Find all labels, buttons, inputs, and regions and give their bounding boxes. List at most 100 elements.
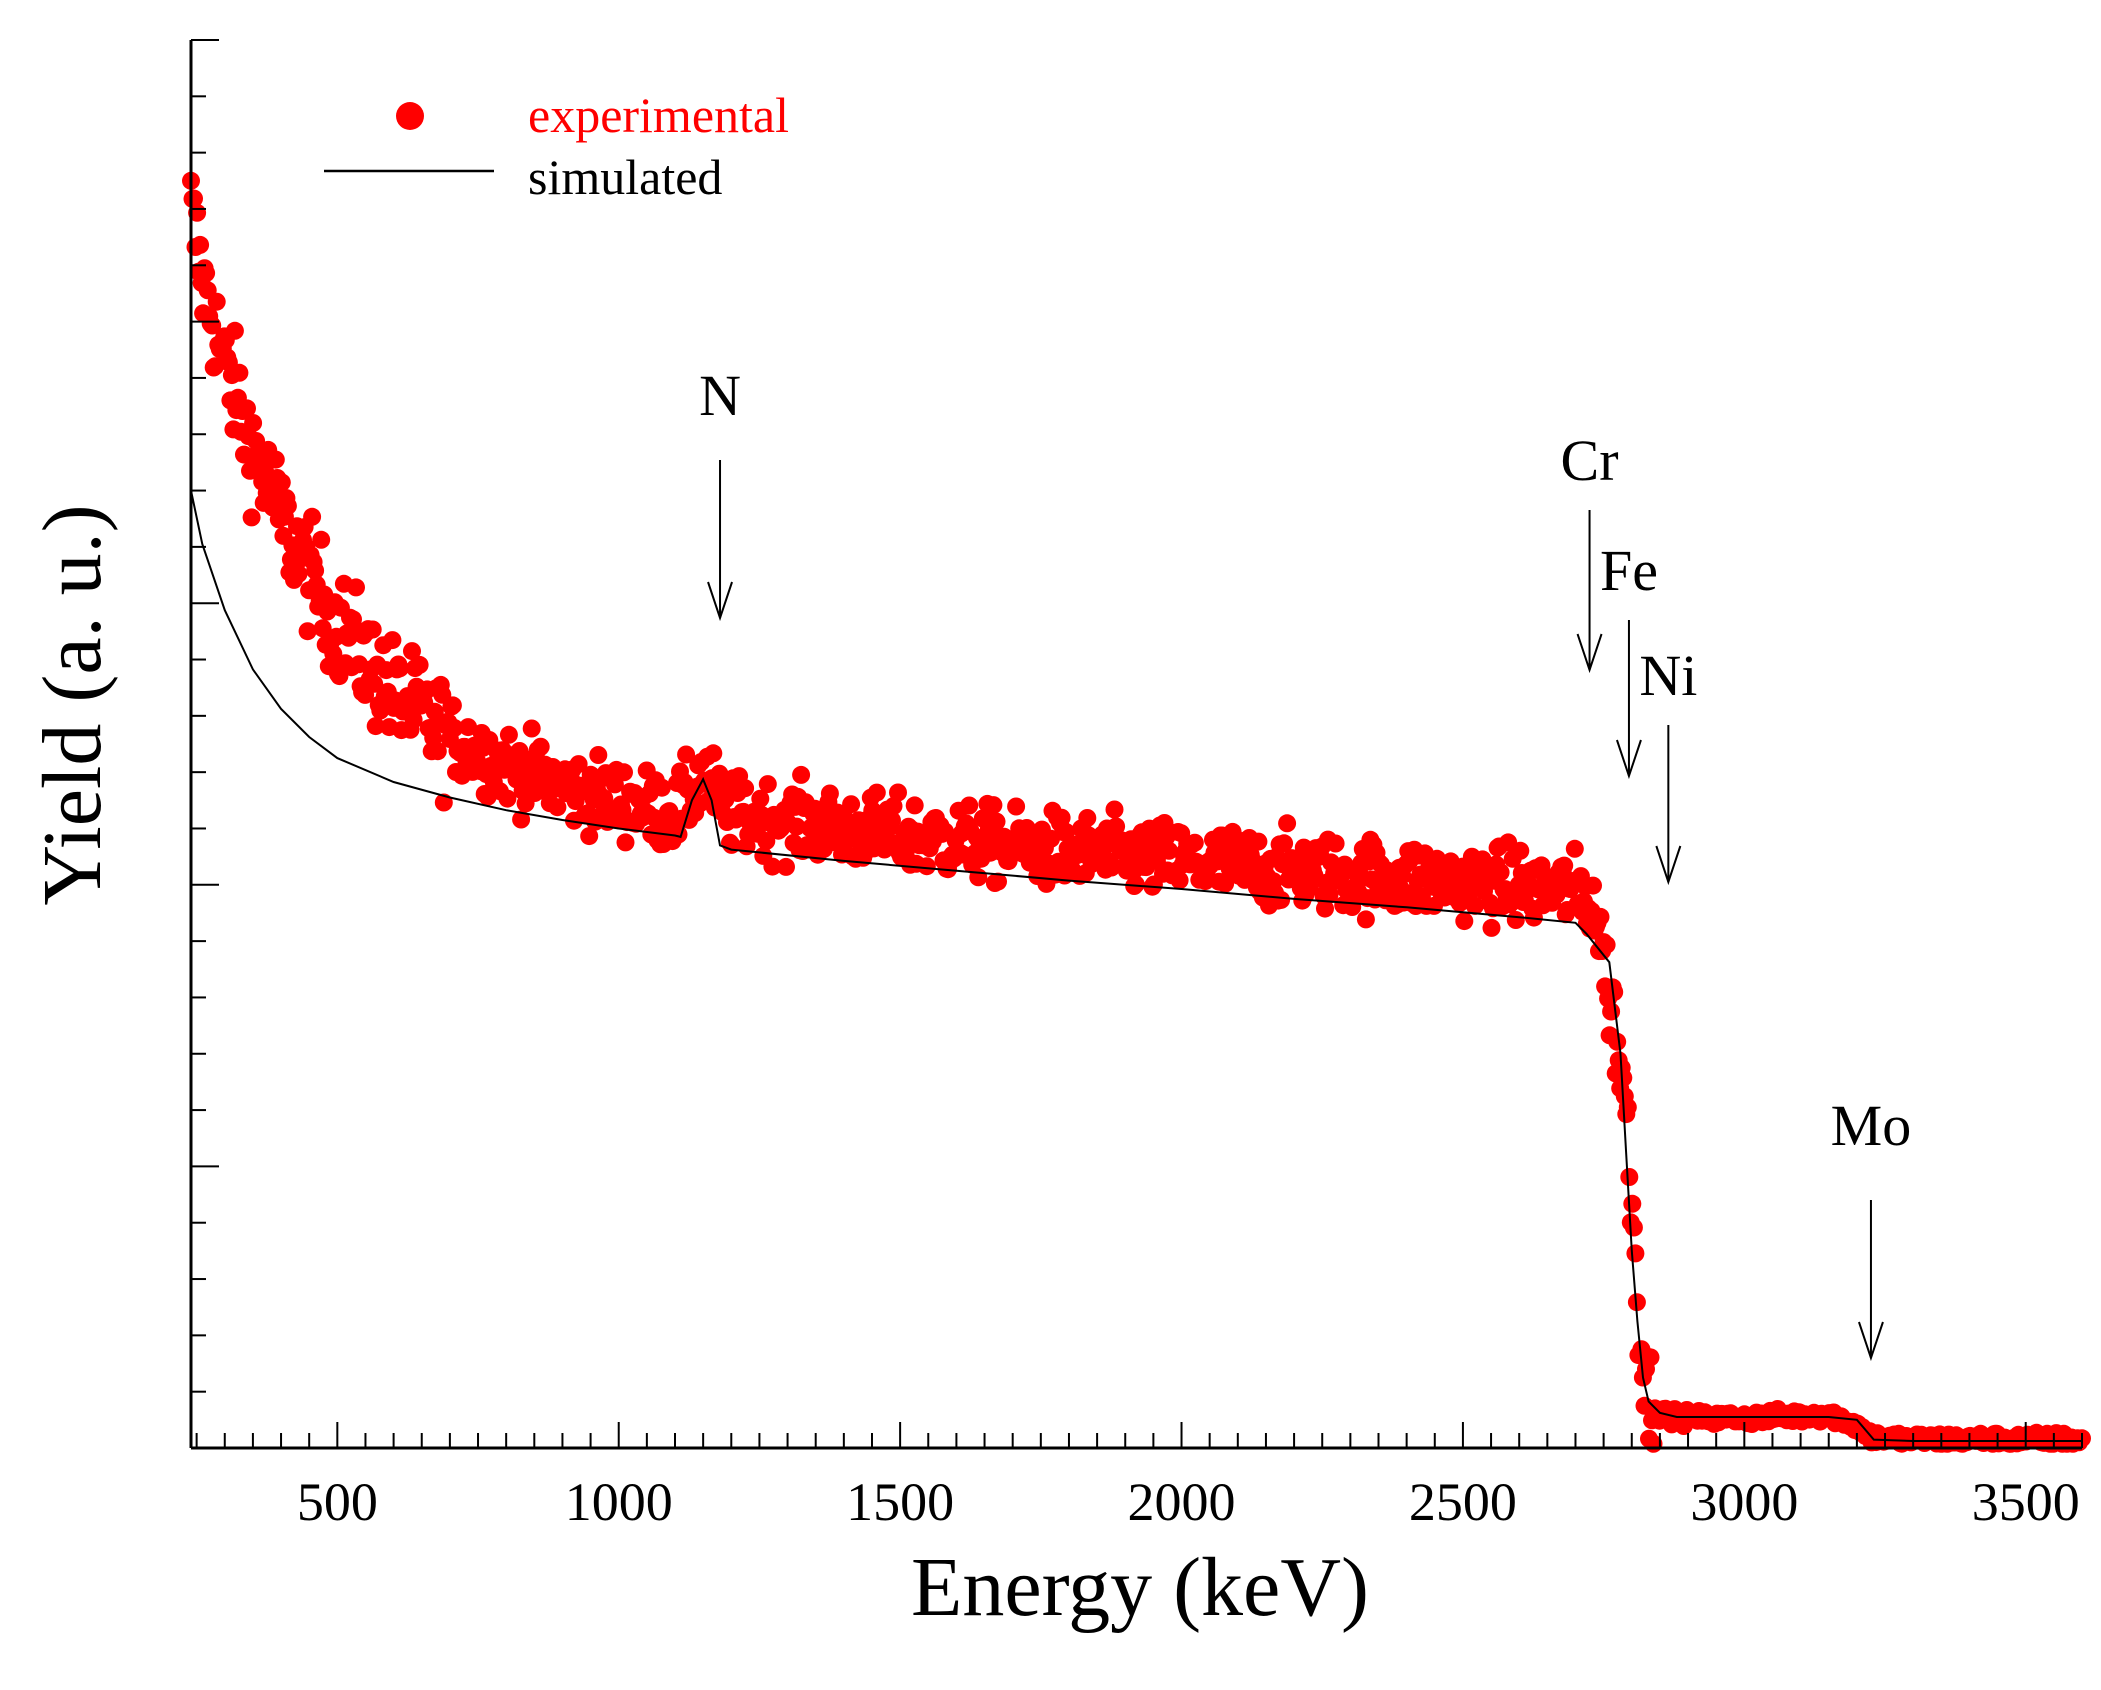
experimental-point [1624, 1218, 1643, 1237]
annotation-label: Mo [1831, 1093, 1912, 1158]
experimental-point [1584, 876, 1602, 895]
experimental-point [787, 817, 806, 836]
experimental-point [459, 718, 478, 737]
experimental-point [969, 868, 988, 887]
experimental-point [1185, 833, 1204, 852]
experimental-point [1482, 918, 1501, 937]
experimental-point [1511, 841, 1530, 860]
experimental-point [987, 812, 1006, 831]
experimental-point [1473, 850, 1492, 869]
arrow-down-icon [707, 581, 733, 622]
experimental-point [1506, 911, 1525, 929]
legend: experimental simulated [324, 87, 789, 205]
x-tick-label: 3500 [1972, 1472, 2080, 1532]
annotation-fe: Fe [1600, 538, 1658, 780]
experimental-point [498, 789, 517, 808]
experimental-point [1455, 912, 1474, 931]
experimental-point [984, 796, 1003, 815]
experimental-point [191, 235, 210, 254]
annotation-label: Cr [1561, 428, 1619, 493]
experimental-point [777, 857, 795, 876]
experimental-point [758, 775, 777, 794]
experimental-point [531, 737, 550, 756]
experimental-point [1491, 863, 1510, 882]
experimental-point [272, 473, 291, 492]
x-tick-label: 500 [297, 1472, 378, 1532]
experimental-point [917, 857, 936, 876]
experimental-point [1160, 841, 1179, 860]
experimental-point [1614, 1068, 1633, 1087]
experimental-point [867, 783, 886, 802]
experimental-points-layer [182, 171, 2091, 1453]
experimental-point [403, 642, 421, 661]
experimental-point [312, 530, 331, 549]
experimental-point [960, 796, 979, 815]
experimental-point [1602, 1002, 1621, 1021]
experimental-point [1326, 834, 1345, 853]
legend-experimental-marker [396, 102, 424, 130]
experimental-point [313, 619, 332, 638]
experimental-point [1278, 814, 1297, 833]
x-tick-label: 2000 [1128, 1472, 1236, 1532]
experimental-point [266, 450, 285, 469]
experimental-point [615, 763, 633, 782]
arrow-down-icon [1655, 845, 1682, 886]
experimental-point [366, 717, 385, 736]
experimental-point [445, 719, 464, 737]
experimental-point [616, 833, 635, 852]
experimental-point [1216, 874, 1235, 893]
experimental-point [792, 765, 811, 784]
experimental-point [989, 872, 1007, 891]
experimental-point [278, 496, 297, 515]
experimental-point [1052, 808, 1071, 827]
legend-experimental-label: experimental [528, 87, 789, 143]
experimental-point [1618, 1098, 1637, 1117]
annotation-mo: Mo [1831, 1093, 1912, 1362]
experimental-point [410, 655, 429, 674]
experimental-point [883, 811, 901, 830]
experimental-point [1641, 1348, 1660, 1367]
experimental-point [1597, 935, 1616, 954]
experimental-point [1356, 910, 1375, 929]
experimental-point [1170, 871, 1189, 890]
experimental-point [365, 674, 384, 693]
experimental-point [763, 857, 782, 876]
legend-simulated-label: simulated [528, 149, 722, 205]
arrow-down-icon [1576, 633, 1603, 674]
experimental-point [1007, 797, 1026, 816]
experimental-point [1565, 839, 1584, 858]
experimental-point [1078, 809, 1097, 827]
experimental-point [1316, 899, 1334, 918]
experimental-point [363, 620, 382, 639]
experimental-point [1623, 1194, 1642, 1213]
experimental-point [751, 789, 770, 808]
experimental-point [652, 778, 671, 797]
experimental-point [225, 321, 244, 340]
experimental-point [736, 779, 755, 798]
x-tick-label: 3000 [1690, 1472, 1798, 1532]
experimental-point [512, 810, 531, 829]
experimental-point [197, 264, 216, 283]
experimental-point [244, 414, 263, 432]
x-tick-label: 1000 [565, 1472, 673, 1532]
experimental-point [1107, 817, 1126, 836]
experimental-point [522, 719, 541, 738]
experimental-point [1105, 800, 1124, 819]
experimental-point [1249, 832, 1268, 851]
simulated-series-line [190, 490, 2082, 1442]
experimental-point [1555, 856, 1574, 875]
x-axis-label: Energy (keV) [911, 1541, 1369, 1634]
experimental-point [298, 622, 317, 641]
experimental-point [1057, 823, 1076, 841]
experimental-point [443, 696, 462, 715]
arrow-down-icon [1616, 739, 1642, 780]
experimental-point [303, 507, 322, 526]
experimental-point [1626, 1244, 1645, 1263]
experimental-point [1275, 834, 1294, 853]
experimental-point [569, 755, 588, 774]
experimental-point [580, 827, 599, 846]
experimental-point [704, 744, 723, 763]
experimental-point [1465, 896, 1484, 915]
experimental-point [1627, 1293, 1646, 1312]
